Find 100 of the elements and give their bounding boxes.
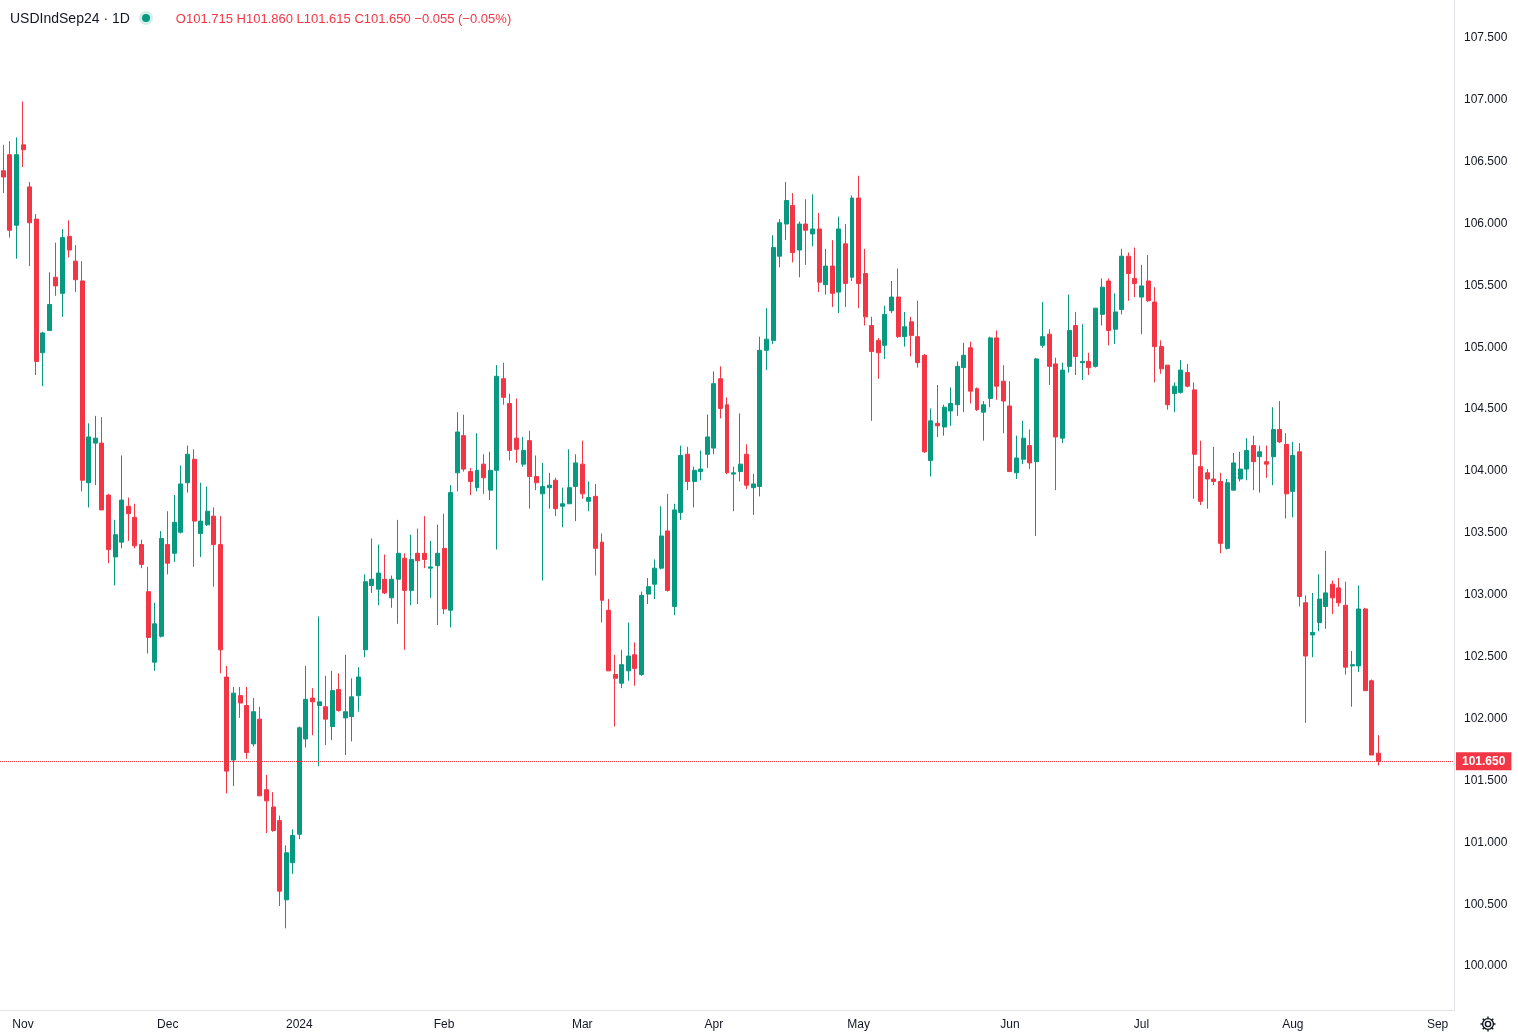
candlestick — [744, 443, 749, 490]
candlestick — [665, 493, 670, 593]
candlestick — [218, 515, 223, 674]
candlestick — [1034, 357, 1039, 537]
candlestick — [652, 558, 657, 600]
candlestick — [507, 393, 512, 461]
candlestick — [593, 483, 598, 577]
y-tick-label: 102.000 — [1464, 710, 1508, 725]
candlestick — [1007, 380, 1012, 473]
candlestick — [836, 216, 841, 314]
candlestick — [428, 540, 433, 599]
candlestick — [685, 446, 690, 491]
text: USDIndSep24 · 1D — [10, 10, 130, 26]
y-tick-label: 100.500 — [1464, 896, 1508, 911]
x-tick-label: Apr — [704, 1017, 724, 1031]
candlestick — [514, 398, 519, 464]
x-tick-label: Sep — [1426, 1017, 1449, 1031]
x-tick-label: May — [847, 1017, 870, 1031]
y-tick-label: 105.000 — [1464, 339, 1508, 354]
candlestick — [935, 384, 940, 438]
candlestick — [1001, 364, 1006, 434]
candlestick — [1303, 594, 1308, 724]
candlestick — [461, 414, 466, 473]
candlestick — [126, 497, 131, 542]
candlestick — [560, 487, 565, 528]
candlestick — [823, 248, 828, 296]
candlestick — [1251, 435, 1256, 491]
candlestick — [310, 687, 315, 736]
candlestick — [1139, 264, 1144, 335]
x-tick-label: 2024 — [286, 1017, 314, 1031]
candlestick — [251, 697, 256, 747]
y-tick-label: 107.500 — [1464, 30, 1508, 45]
candlestick — [928, 407, 933, 478]
candlestick — [784, 181, 789, 241]
candlestick — [67, 219, 72, 258]
candlestick — [1126, 252, 1131, 302]
candlestick — [1271, 406, 1276, 486]
candlestick — [93, 415, 98, 486]
candlestick — [797, 221, 802, 278]
candlestick — [626, 622, 631, 682]
candlestick — [435, 524, 440, 626]
candlestick — [1152, 286, 1157, 383]
candlestick — [455, 411, 460, 492]
candlestick — [869, 316, 874, 422]
candlestick — [988, 336, 993, 408]
candlestick — [1146, 254, 1151, 303]
candlestick — [1086, 352, 1091, 376]
candlestick — [606, 598, 611, 672]
candlestick — [211, 506, 216, 588]
candlestick — [198, 482, 203, 558]
candlestick — [600, 532, 604, 624]
y-tick-label: 103.500 — [1464, 525, 1508, 540]
candlestick — [165, 510, 170, 575]
candlestick — [718, 365, 723, 419]
candlestick — [850, 195, 854, 282]
candlestick — [396, 519, 401, 625]
candlestick — [764, 307, 769, 371]
y-tick-label: 101.500 — [1464, 772, 1508, 787]
candlestick — [1264, 445, 1269, 479]
candlestick — [185, 445, 190, 494]
candlestick — [896, 268, 901, 339]
x-tick-label: Mar — [571, 1017, 593, 1031]
candlestick — [580, 440, 585, 500]
candlestick — [573, 453, 578, 522]
x-tick-label: Dec — [157, 1017, 179, 1031]
y-tick-label: 101.000 — [1464, 834, 1508, 849]
candlestick — [1297, 442, 1302, 607]
candlestick — [521, 436, 526, 468]
candlestick — [646, 577, 651, 605]
candlestick — [409, 534, 414, 606]
candlestick — [448, 484, 453, 629]
candlestick — [73, 244, 78, 293]
candlestick — [803, 198, 808, 266]
candlestick — [53, 242, 58, 297]
candlestick — [975, 386, 979, 412]
candlestick — [1073, 311, 1078, 376]
candlestick — [34, 213, 39, 376]
candlestick — [192, 448, 197, 568]
x-tick-label: Feb — [433, 1017, 455, 1031]
candlestick — [152, 602, 157, 672]
candlestick — [47, 271, 52, 331]
candlestick — [1014, 435, 1019, 480]
candlestick — [586, 480, 591, 512]
candlestick — [1119, 248, 1124, 315]
candlestick — [1040, 301, 1045, 349]
candlestick — [106, 493, 111, 564]
candlestick — [159, 530, 164, 638]
candlestick — [915, 300, 920, 369]
candlestick — [1343, 581, 1348, 676]
candlestick — [264, 774, 269, 834]
candlestick — [422, 515, 427, 569]
candlestick — [244, 686, 249, 760]
candlestick — [86, 422, 91, 508]
candlestick — [231, 686, 236, 787]
y-tick-label: 104.500 — [1464, 401, 1508, 416]
candlestick — [14, 136, 19, 260]
candlestick — [863, 248, 868, 327]
candlestick — [1027, 429, 1032, 470]
candlestick — [613, 654, 618, 728]
candlestick — [632, 641, 637, 687]
